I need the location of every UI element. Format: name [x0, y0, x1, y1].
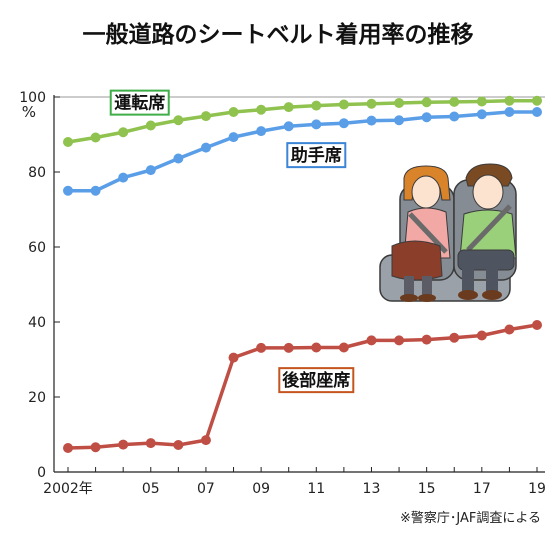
x-tick-label: 17: [473, 481, 491, 497]
series-label-box: [286, 142, 347, 169]
data-point: [532, 320, 542, 330]
data-point: [449, 96, 460, 107]
data-point: [394, 98, 405, 108]
data-point: [394, 335, 405, 346]
series-label-box: [278, 367, 355, 394]
data-point: [504, 107, 515, 117]
x-tick-label: 09: [252, 481, 270, 497]
data-point: [449, 332, 460, 343]
data-point: [63, 185, 73, 196]
data-point: [338, 99, 349, 110]
data-point: [256, 342, 267, 353]
x-tick-label: 11: [307, 481, 325, 497]
data-point: [63, 137, 73, 147]
data-point: [449, 111, 460, 122]
data-point: [90, 132, 101, 143]
data-point: [283, 102, 294, 113]
data-point: [366, 115, 377, 126]
data-point: [256, 104, 267, 115]
series-label: 後部座席: [282, 370, 350, 391]
y-tick-label: 0: [37, 465, 46, 481]
data-point: [476, 96, 487, 107]
data-point: [200, 111, 211, 122]
data-point: [145, 438, 156, 449]
data-point: [311, 342, 322, 353]
data-point: [311, 100, 322, 111]
data-point: [145, 165, 156, 176]
data-point: [421, 112, 432, 123]
y-tick-label: 20: [28, 390, 46, 406]
data-point: [118, 439, 129, 450]
data-point: [504, 324, 515, 335]
series-label: 運転席: [114, 93, 165, 114]
data-point: [173, 153, 184, 164]
series-label: 助手席: [291, 145, 342, 166]
series-label-box: [109, 89, 170, 116]
data-point: [283, 342, 294, 353]
y-unit-label: %: [22, 103, 36, 121]
x-tick-label: 2002年: [43, 481, 93, 497]
data-point: [476, 330, 487, 341]
data-point: [145, 120, 156, 131]
data-point: [90, 442, 101, 453]
y-tick-label: 60: [28, 240, 46, 256]
x-ticks: 2002年 05 07 09 11 13 15 17 19: [43, 467, 546, 497]
x-tick-label: 05: [142, 481, 160, 497]
data-point: [366, 98, 377, 109]
data-point: [532, 95, 542, 106]
data-point: [63, 443, 73, 453]
data-point: [476, 109, 487, 120]
x-tick-label: 15: [418, 481, 436, 497]
data-point: [338, 342, 349, 353]
y-ticks: 0 20 40 60 80 100: [19, 90, 60, 481]
data-point: [532, 107, 542, 117]
data-point: [366, 335, 377, 346]
data-point: [228, 107, 239, 117]
y-tick-label: 80: [28, 165, 46, 181]
data-point: [173, 115, 184, 126]
data-point: [394, 115, 405, 126]
data-point: [228, 352, 239, 363]
data-point: [256, 126, 267, 137]
data-point: [90, 185, 101, 196]
data-point: [504, 95, 515, 106]
x-tick-label: 07: [197, 481, 215, 497]
data-point: [311, 119, 322, 130]
x-tick-label: 19: [528, 481, 546, 497]
seatbelt-couple-illustration: [379, 163, 517, 302]
data-point: [200, 142, 211, 153]
data-point: [200, 435, 211, 446]
data-point: [283, 121, 294, 132]
chart-title: 一般道路のシートベルト着用率の推移: [83, 21, 474, 48]
data-point: [228, 132, 239, 143]
x-tick-label: 13: [363, 481, 381, 497]
data-point: [118, 172, 129, 183]
y-tick-label: 100: [19, 90, 46, 106]
data-point: [118, 127, 129, 138]
source-note: ※警察庁･JAF調査による: [400, 510, 541, 526]
data-point: [173, 440, 184, 450]
data-point: [421, 334, 432, 345]
series-layer: [63, 95, 542, 453]
data-point: [338, 118, 349, 129]
y-tick-label: 40: [28, 315, 46, 331]
data-point: [421, 97, 432, 108]
